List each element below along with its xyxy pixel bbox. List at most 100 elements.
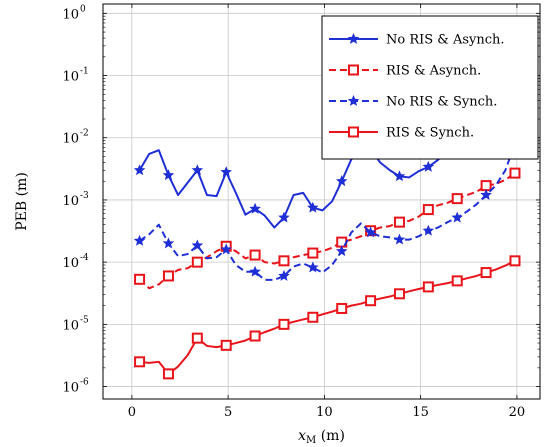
data-point-marker — [133, 164, 146, 176]
series-ris-and-asynch — [134, 167, 521, 290]
data-point-marker — [451, 193, 463, 205]
data-point-marker — [422, 204, 434, 216]
data-point-marker — [480, 180, 492, 192]
data-point-marker — [191, 332, 203, 344]
data-point-marker — [249, 330, 261, 342]
data-point-marker — [220, 339, 232, 351]
data-point-marker — [480, 267, 492, 279]
y-tick-exponent: -6 — [80, 378, 89, 388]
data-point-marker — [162, 169, 175, 181]
legend-swatch-marker — [347, 32, 360, 44]
y-tick-base: 10 — [62, 381, 79, 396]
data-point-marker — [278, 211, 290, 223]
y-tick-label: 10 — [62, 256, 79, 271]
legend-swatch-marker — [348, 126, 359, 138]
y-tick-exponent: -2 — [80, 129, 89, 139]
series-layer — [133, 132, 521, 380]
legend-swatch-marker — [347, 94, 360, 106]
data-point-marker — [364, 226, 377, 238]
legend-item: RIS & Asynch. — [329, 64, 481, 79]
data-point-marker — [480, 188, 492, 200]
y-tick-exponent: -3 — [80, 191, 89, 201]
y-tick-exponent: 0 — [80, 4, 86, 14]
legend: No RIS & Asynch. RIS & Asynch. No RIS & Sy… — [321, 15, 539, 160]
y-tick-base: 10 — [62, 70, 79, 85]
y-tick-label: 10 — [62, 7, 79, 22]
data-point-marker — [307, 201, 319, 213]
data-point-marker — [191, 239, 204, 251]
data-point-marker — [249, 249, 261, 261]
data-point-marker — [134, 273, 146, 285]
legend-item: RIS & Synch. — [329, 126, 474, 141]
x-tick-label: 10 — [316, 405, 333, 420]
data-point-marker — [422, 281, 434, 293]
data-point-marker — [393, 288, 405, 300]
legend-item: No RIS & Asynch. — [329, 33, 505, 48]
data-point-marker — [393, 170, 406, 182]
data-point-marker — [220, 166, 232, 178]
legend-label: RIS & Synch. — [386, 126, 474, 141]
data-point-marker — [162, 368, 174, 380]
data-point-marker — [278, 269, 290, 281]
data-point-marker — [220, 243, 232, 255]
data-point-marker — [307, 247, 319, 259]
y-tick-exponent: -1 — [80, 67, 89, 77]
data-point-marker — [335, 175, 348, 187]
y-tick-base: 10 — [62, 318, 79, 333]
data-point-marker — [278, 318, 290, 330]
legend-label: RIS & Asynch. — [386, 64, 481, 79]
data-point-marker — [336, 302, 348, 314]
y-tick-label: 10 — [62, 70, 79, 85]
x-axis-label: xM (m) — [298, 428, 345, 446]
y-tick-base: 10 — [62, 7, 79, 22]
legend-label: No RIS & Synch. — [386, 95, 497, 110]
y-tick-label: 10 — [62, 194, 79, 209]
legend-label: No RIS & Asynch. — [386, 33, 505, 48]
data-point-marker — [191, 164, 204, 176]
y-tick-label: 10 — [62, 132, 79, 147]
data-point-marker — [365, 295, 377, 307]
data-point-marker — [393, 216, 405, 228]
x-tick-label: 5 — [224, 405, 232, 420]
series-line-no-ris-and-synch — [139, 143, 516, 281]
y-tick-exponent: -4 — [80, 253, 89, 263]
x-axis-label-unit: (m) — [316, 428, 345, 444]
series-ris-and-synch — [134, 255, 521, 380]
data-point-marker — [307, 261, 319, 273]
data-point-marker — [422, 224, 435, 236]
series-no-ris-and-asynch — [133, 132, 487, 229]
data-point-marker — [278, 255, 290, 267]
data-point-marker — [162, 270, 174, 282]
data-point-marker — [509, 255, 521, 267]
x-tick-label: 15 — [412, 405, 429, 420]
data-point-marker — [393, 233, 406, 245]
data-point-marker — [134, 356, 146, 368]
data-point-marker — [451, 275, 463, 287]
series-line-ris-and-asynch — [138, 172, 516, 290]
x-tick-label: 20 — [509, 405, 526, 420]
y-tick-label: 10 — [62, 318, 79, 333]
data-point-marker — [509, 167, 521, 179]
x-axis-label-var: x — [298, 428, 306, 444]
data-point-marker — [191, 256, 203, 268]
y-tick-base: 10 — [62, 194, 79, 209]
data-point-marker — [335, 245, 348, 257]
data-point-marker — [422, 160, 435, 172]
plot-frame — [102, 3, 541, 400]
y-tick-base: 10 — [62, 132, 79, 147]
y-tick-label: 10 — [62, 381, 79, 396]
data-point-marker — [307, 311, 319, 323]
data-point-marker — [249, 202, 261, 214]
data-point-marker — [451, 211, 463, 223]
legend-swatch-marker — [348, 64, 359, 76]
x-axis-label-sub: M — [306, 435, 316, 446]
y-tick-base: 10 — [62, 256, 79, 271]
data-point-marker — [249, 265, 261, 277]
data-point-marker — [162, 237, 175, 249]
legend-item: No RIS & Synch. — [329, 95, 497, 110]
y-axis-label: PEB (m) — [14, 172, 30, 231]
x-tick-label: 0 — [128, 405, 136, 420]
data-point-marker — [133, 234, 146, 246]
